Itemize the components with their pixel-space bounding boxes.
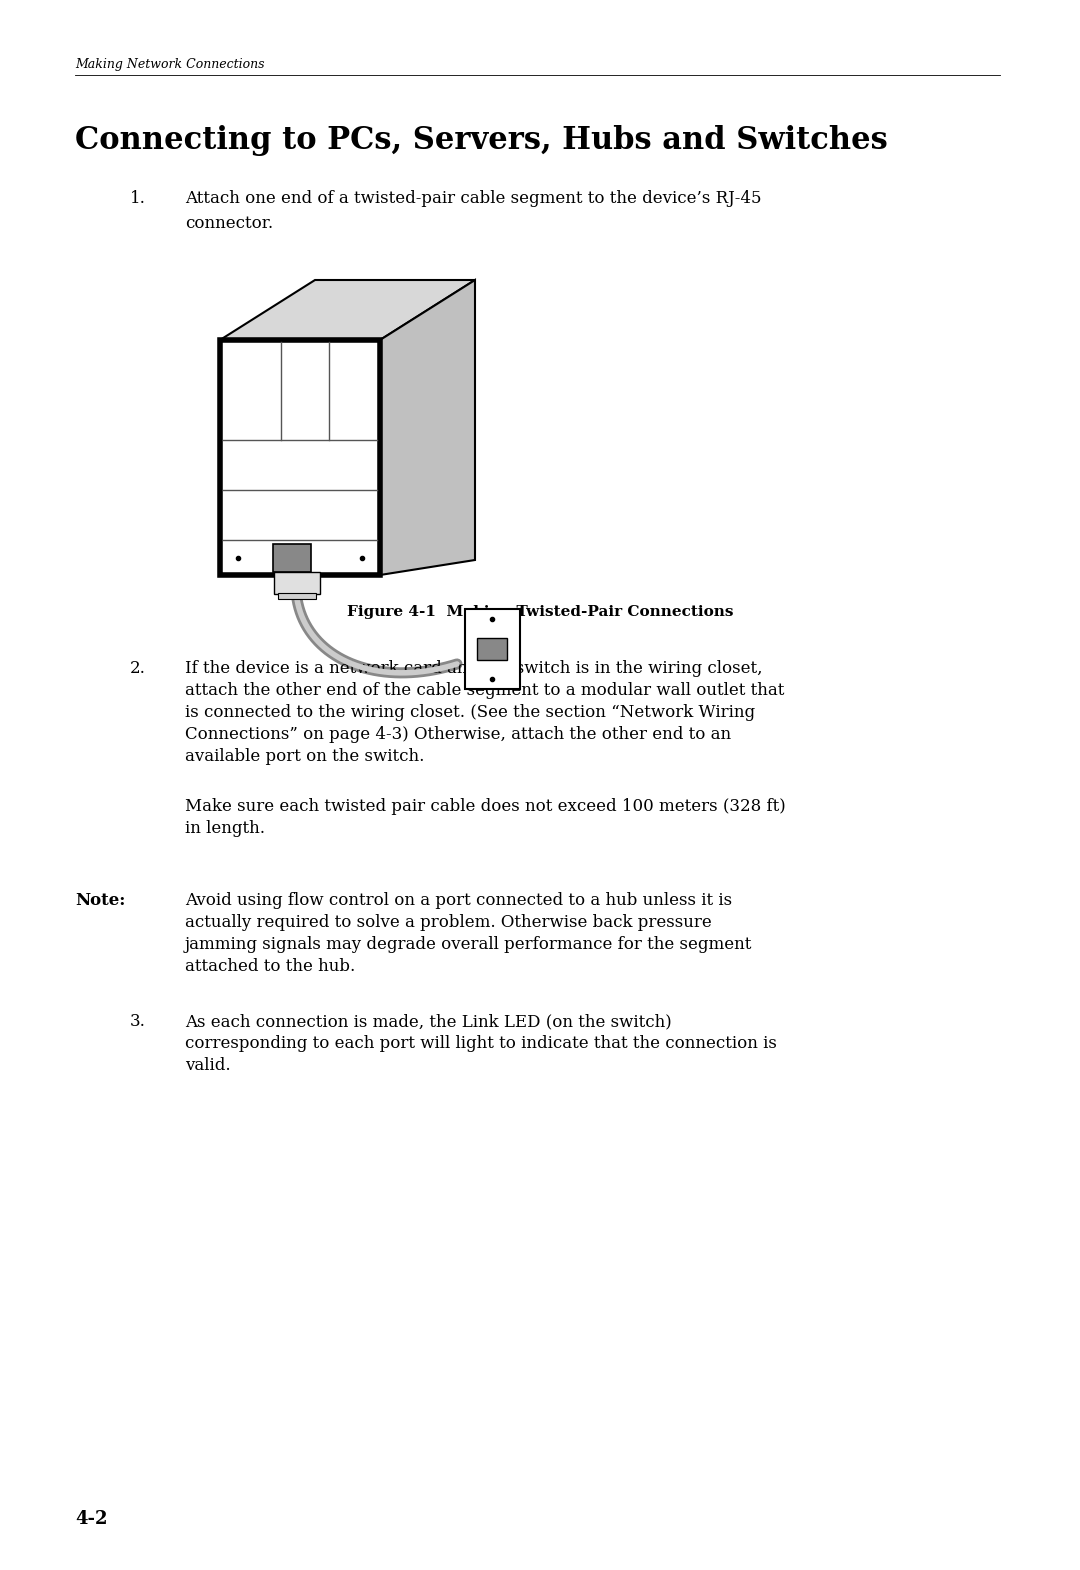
Text: is connected to the wiring closet. (See the section “Network Wiring: is connected to the wiring closet. (See … bbox=[185, 703, 755, 721]
Polygon shape bbox=[220, 341, 380, 575]
Bar bbox=[477, 637, 507, 659]
Text: 2.: 2. bbox=[130, 659, 146, 677]
Bar bbox=[273, 543, 311, 571]
Text: valid.: valid. bbox=[185, 1057, 231, 1074]
Bar bbox=[278, 593, 316, 600]
Text: jamming signals may degrade overall performance for the segment: jamming signals may degrade overall perf… bbox=[185, 936, 753, 953]
Text: Make sure each twisted pair cable does not exceed 100 meters (328 ft): Make sure each twisted pair cable does n… bbox=[185, 798, 786, 815]
Text: Connections” on page 4-3) Otherwise, attach the other end to an: Connections” on page 4-3) Otherwise, att… bbox=[185, 725, 731, 743]
Text: Note:: Note: bbox=[75, 892, 125, 909]
Text: connector.: connector. bbox=[185, 215, 273, 232]
Bar bbox=[274, 571, 320, 593]
Bar bbox=[464, 609, 519, 689]
Text: If the device is a network card and the switch is in the wiring closet,: If the device is a network card and the … bbox=[185, 659, 762, 677]
Text: corresponding to each port will light to indicate that the connection is: corresponding to each port will light to… bbox=[185, 1035, 777, 1052]
Text: 4-2: 4-2 bbox=[75, 1510, 108, 1528]
Text: Attach one end of a twisted-pair cable segment to the device’s RJ-45: Attach one end of a twisted-pair cable s… bbox=[185, 190, 761, 207]
Text: available port on the switch.: available port on the switch. bbox=[185, 747, 424, 765]
Polygon shape bbox=[220, 279, 475, 341]
Text: Figure 4-1  Making Twisted-Pair Connections: Figure 4-1 Making Twisted-Pair Connectio… bbox=[347, 604, 733, 619]
Text: attach the other end of the cable segment to a modular wall outlet that: attach the other end of the cable segmen… bbox=[185, 681, 784, 699]
Text: attached to the hub.: attached to the hub. bbox=[185, 958, 355, 975]
Text: Avoid using flow control on a port connected to a hub unless it is: Avoid using flow control on a port conne… bbox=[185, 892, 732, 909]
Polygon shape bbox=[380, 279, 475, 575]
Text: actually required to solve a problem. Otherwise back pressure: actually required to solve a problem. Ot… bbox=[185, 914, 712, 931]
Text: in length.: in length. bbox=[185, 820, 265, 837]
Text: Making Network Connections: Making Network Connections bbox=[75, 58, 265, 71]
Text: 1.: 1. bbox=[130, 190, 146, 207]
Text: As each connection is made, the Link LED (on the switch): As each connection is made, the Link LED… bbox=[185, 1013, 672, 1030]
Text: 3.: 3. bbox=[130, 1013, 146, 1030]
Text: Connecting to PCs, Servers, Hubs and Switches: Connecting to PCs, Servers, Hubs and Swi… bbox=[75, 126, 888, 155]
